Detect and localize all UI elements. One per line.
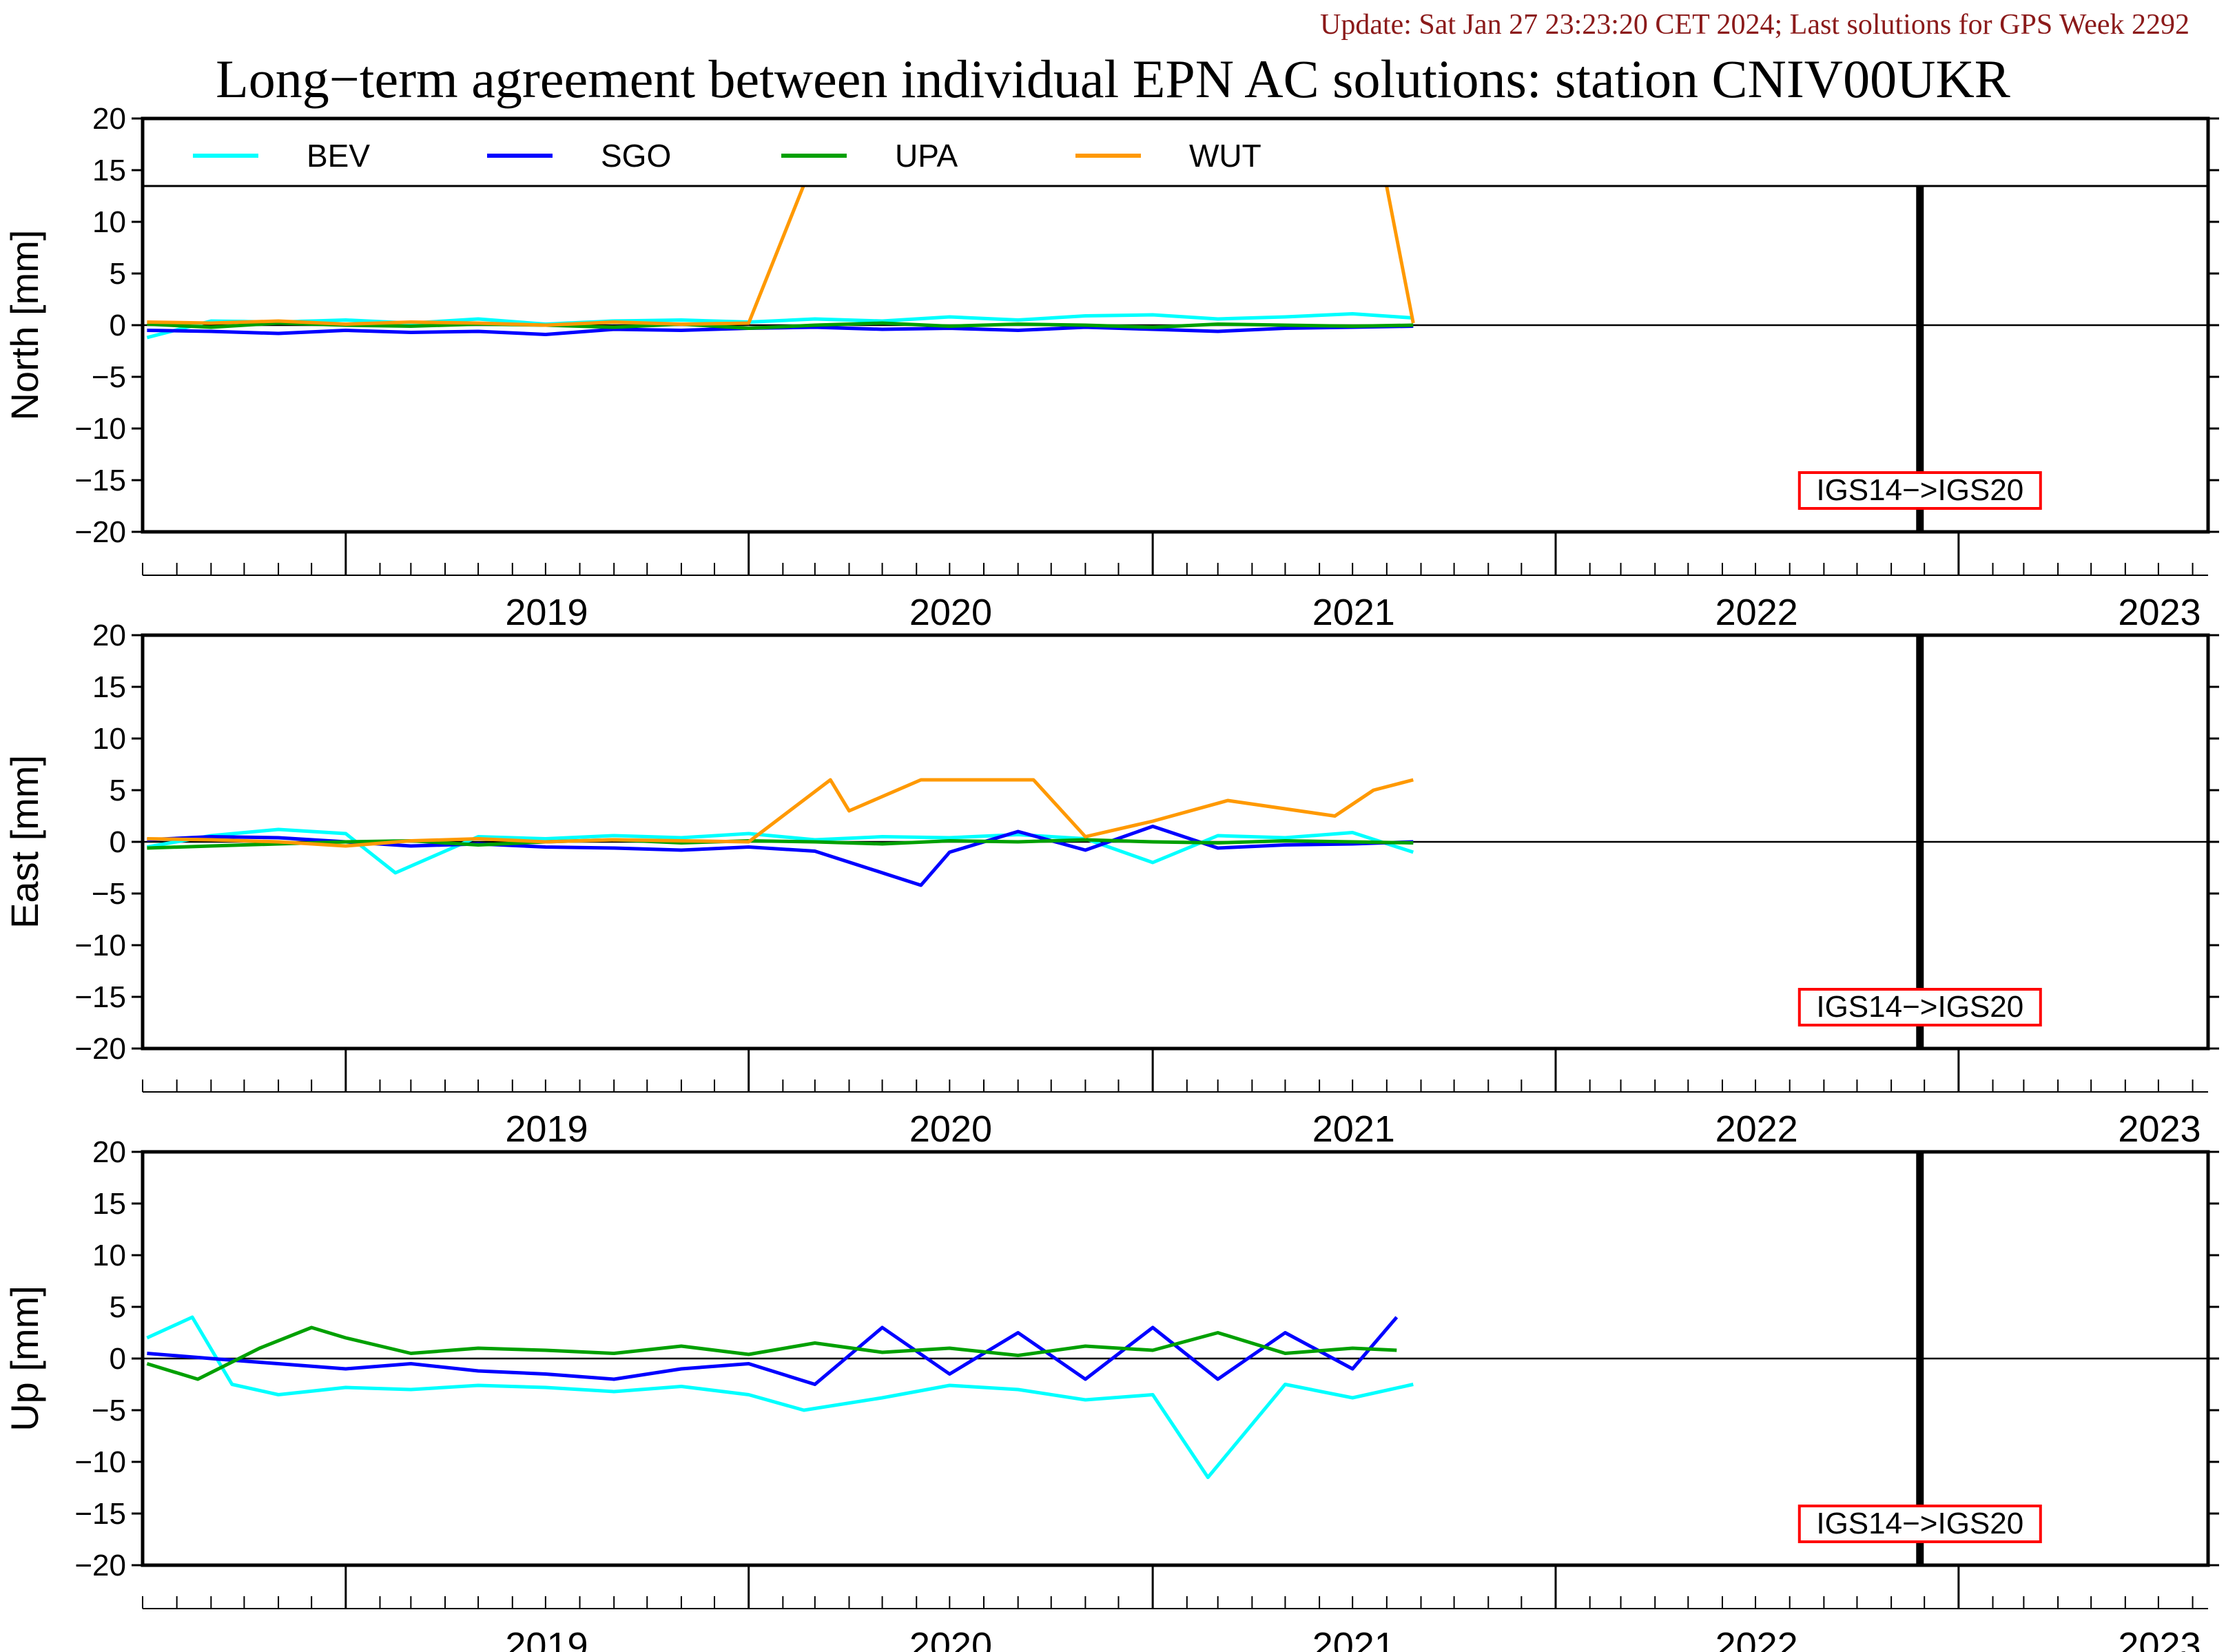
panel-north: 20 15 10 5 0 −5 −10 −15 −20 North [mm] 2019 2020 202…	[3, 102, 2219, 633]
marker-label-box	[1797, 471, 2042, 510]
plot-frame-top	[141, 116, 2210, 534]
y-tick-label: 0	[110, 825, 126, 859]
x-tick-label: 2021	[1312, 1108, 1395, 1150]
x-tick-label: 2022	[1715, 1108, 1798, 1150]
series-line-wut	[147, 118, 1415, 327]
y-tick-label: −5	[92, 877, 126, 911]
x-tick-label: 2021	[1312, 1625, 1395, 1652]
y-tick-label: −20	[74, 1549, 126, 1582]
y-tick-label: 15	[92, 670, 126, 704]
legend-label-sgo: SGO	[601, 138, 671, 174]
y-axis-label: North [mm]	[3, 230, 46, 421]
y-tick-label: −15	[74, 464, 126, 497]
y-axis-label: Up [mm]	[3, 1286, 46, 1432]
series-line-wut	[147, 778, 1414, 848]
marker-label: IGS14−>IGS20	[1816, 1507, 2023, 1540]
x-tick-label: 2020	[909, 1625, 992, 1652]
y-tick-label: 10	[92, 205, 126, 239]
series-line-upa	[146, 1325, 1397, 1381]
legend-background	[143, 118, 2208, 186]
x-tick-label: 2023	[2118, 1625, 2201, 1652]
y-tick-label: 10	[92, 1239, 126, 1272]
series-line-bev	[146, 1315, 1414, 1479]
y-tick-label: −20	[74, 1032, 126, 1066]
panel-east: 20 15 10 5 0 −5 −10 −15 −20 East [mm] 2019 2020 2021…	[3, 619, 2219, 1150]
y-tick-label: 20	[92, 619, 126, 652]
y-tick-label: 0	[110, 1342, 126, 1376]
legend-label-bev: BEV	[307, 138, 370, 174]
y-tick-label: −5	[92, 1394, 126, 1427]
y-tick-label: −10	[74, 929, 126, 962]
chart-title: Long−term agreement between individual E…	[216, 49, 2010, 109]
marker-label: IGS14−>IGS20	[1816, 473, 2023, 507]
y-tick-label: 15	[92, 1187, 126, 1221]
x-tick-label: 2023	[2118, 592, 2201, 633]
y-tick-label: 20	[92, 102, 126, 136]
x-tick-label: 2021	[1312, 592, 1395, 633]
x-tick-label: 2019	[505, 1625, 588, 1652]
x-tick-label: 2022	[1715, 1625, 1798, 1652]
marker-label-box	[1797, 988, 2042, 1026]
x-tick-label: 2020	[909, 1108, 992, 1150]
y-tick-label: 15	[92, 154, 126, 187]
y-tick-label: 5	[110, 257, 126, 291]
y-tick-label: 0	[110, 309, 126, 342]
y-tick-label: 20	[92, 1135, 126, 1169]
y-tick-label: −20	[74, 515, 126, 549]
series-line-sgo	[147, 1316, 1399, 1386]
y-tick-label: −10	[74, 412, 126, 446]
y-tick-label: 10	[92, 722, 126, 756]
series-line-bev	[146, 827, 1414, 875]
series-line-upa	[147, 838, 1414, 850]
legend-label-wut: WUT	[1189, 138, 1261, 174]
marker-label-box	[1797, 1505, 2042, 1543]
y-tick-label: −5	[92, 360, 126, 394]
x-tick-label: 2022	[1715, 592, 1798, 633]
legend-label-upa: UPA	[895, 138, 958, 174]
y-tick-label: −10	[74, 1445, 126, 1479]
series-line-bev	[146, 312, 1414, 340]
x-tick-label: 2020	[909, 592, 992, 633]
panel-up: 20 15 10 5 0 −5 −10 −15 −20 Up [mm] 2019 2020 2021 20…	[3, 1135, 2219, 1652]
x-tick-label: 2019	[505, 1108, 588, 1150]
x-tick-label: 2023	[2118, 1108, 2201, 1150]
x-tick-label: 2019	[505, 592, 588, 633]
y-tick-label: −15	[74, 980, 126, 1014]
y-tick-label: 5	[110, 774, 126, 807]
update-text: Update: Sat Jan 27 23:23:20 CET 2024; La…	[1319, 9, 2189, 41]
marker-label: IGS14−>IGS20	[1816, 990, 2023, 1024]
y-tick-label: −15	[74, 1497, 126, 1531]
y-tick-label: 5	[110, 1290, 126, 1324]
y-axis-label: East [mm]	[3, 755, 46, 929]
